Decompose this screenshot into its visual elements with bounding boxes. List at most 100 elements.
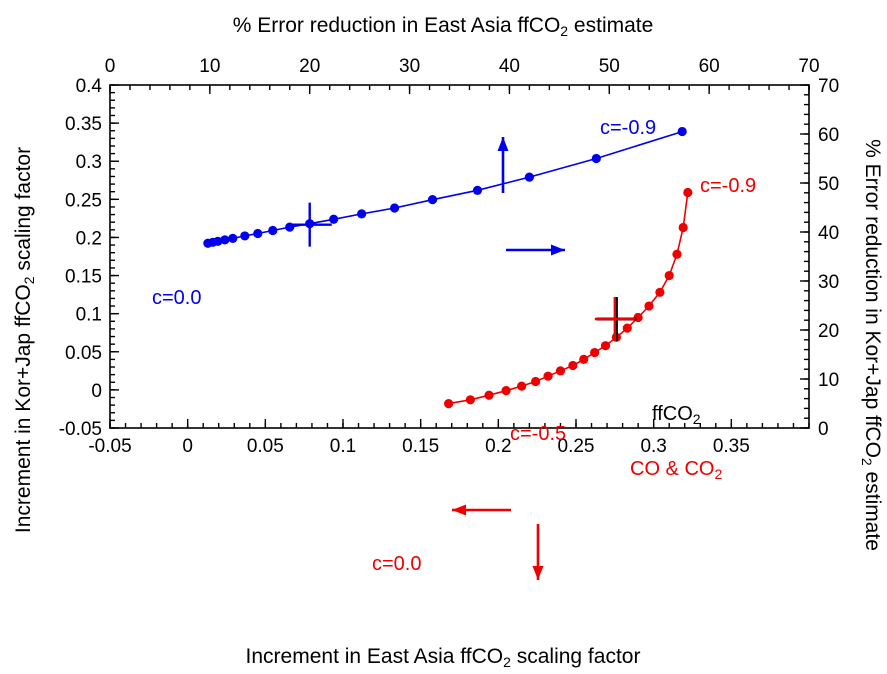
top-x-tick-label: 60	[699, 56, 720, 77]
right-y-tick-label: 20	[818, 321, 839, 342]
annotation-2: c=-0.9	[700, 175, 756, 197]
annotation-text: ffCO	[652, 403, 693, 425]
top-x-tick-label: 40	[499, 56, 520, 77]
blue-right-arrow-head	[551, 244, 565, 256]
bottom-x-axis-label-subscript: 2	[503, 654, 511, 670]
annotation-text: c=-0.9	[700, 175, 756, 197]
series-point-0	[268, 225, 278, 236]
annotation-subscript: 2	[714, 466, 722, 482]
series-point-0	[591, 153, 601, 164]
series-point-1	[622, 323, 632, 333]
series-point-0	[213, 236, 223, 246]
series-point-1	[579, 354, 589, 364]
top-x-tick-label: 50	[599, 56, 620, 77]
series-point-1	[590, 347, 600, 358]
annotation-text: c=0.0	[152, 287, 201, 309]
left-y-tick-label: 0.2	[76, 228, 102, 249]
right-y-axis-label-subscript: 2	[859, 458, 875, 466]
top-x-axis-label: % Error reduction in East Asia ffCO2 est…	[233, 14, 654, 39]
left-y-tick-label: 0.35	[65, 114, 102, 135]
right-y-axis-label: % Error reduction in Kor+Jap ffCO2 estim…	[859, 139, 884, 551]
bottom-x-tick-label: 0.2	[485, 436, 511, 457]
annotation-4: c=0.0	[372, 553, 421, 575]
left-y-axis-label-subscript: 2	[21, 276, 37, 284]
right-y-tick-label: 50	[818, 174, 839, 195]
left-y-axis-label-part: scaling factor	[12, 147, 35, 277]
bottom-x-tick-label: 0.15	[402, 436, 439, 457]
bottom-x-tick-label: -0.05	[88, 436, 131, 457]
bottom-x-axis-label-part: scaling factor	[511, 645, 641, 668]
annotation-0: c=-0.9	[600, 117, 656, 139]
top-x-axis-label-part: % Error reduction in East Asia ffCO	[233, 14, 561, 37]
series-point-1	[517, 381, 527, 391]
bottom-x-tick-label: 0.3	[640, 436, 666, 457]
right-y-tick-label: 60	[818, 125, 839, 146]
top-x-tick-label: 0	[105, 56, 116, 77]
axis-labels: % Error reduction in East Asia ffCO2 est…	[12, 14, 884, 670]
series-point-0	[220, 235, 230, 245]
series-point-0	[389, 203, 400, 213]
series	[203, 126, 693, 580]
series-point-1	[664, 270, 674, 281]
series-point-1	[555, 366, 566, 376]
series-point-0	[329, 214, 339, 224]
left-y-tick-label: -0.05	[59, 419, 102, 440]
plot-frame	[109, 84, 810, 429]
top-x-axis-label-subscript: 2	[560, 23, 568, 39]
left-y-axis-label-part: Increment in Kor+Jap ffCO	[12, 284, 35, 533]
right-y-tick-label: 70	[818, 76, 839, 97]
annotation-1: c=0.0	[152, 287, 201, 309]
series-point-0	[427, 195, 438, 205]
top-x-tick-label: 30	[399, 56, 420, 77]
series-line-0	[207, 130, 683, 245]
series-point-1	[484, 390, 494, 400]
left-y-tick-label: 0.15	[65, 267, 102, 288]
right-y-tick-label: 30	[818, 272, 839, 293]
top-x-tick-label: 20	[299, 56, 320, 77]
series-point-1	[531, 376, 541, 387]
right-y-tick-label: 0	[818, 419, 829, 440]
series-point-0	[677, 126, 687, 137]
series-point-0	[524, 172, 535, 182]
series-point-1	[444, 399, 454, 409]
left-y-tick-label: 0.4	[76, 76, 103, 97]
annotation-6: CO & CO2	[630, 458, 722, 482]
series-point-1	[683, 187, 693, 198]
top-x-axis-label-part: estimate	[568, 14, 653, 37]
ticks: -0.05 0 0.05 0.1 0.15 0.2 0.25 0.3 0.350 10 20 30 40…	[59, 56, 839, 457]
bottom-x-tick-label: 0.05	[247, 436, 284, 457]
series-point-0	[253, 228, 263, 239]
right-y-axis-label-part: % Error reduction in Kor+Jap ffCO	[861, 139, 884, 458]
left-y-axis-label: Increment in Kor+Jap ffCO2 scaling facto…	[12, 147, 37, 533]
annotation-5: ffCO2	[652, 403, 701, 427]
series-point-1	[568, 360, 578, 371]
series-point-0	[228, 233, 238, 243]
bottom-x-tick-label: 0.35	[713, 436, 750, 457]
annotation-3: c=-0.5	[510, 423, 566, 445]
right-y-axis-label-part: estimate	[861, 466, 884, 551]
series-point-1	[644, 301, 654, 311]
series-point-1	[633, 312, 643, 323]
red-down-arrow-head	[532, 566, 544, 580]
left-y-tick-label: 0	[91, 381, 102, 402]
left-y-tick-label: 0.05	[65, 343, 102, 364]
blue-up-arrow-head	[497, 137, 509, 151]
red-left-arrow-head	[452, 504, 466, 516]
right-y-tick-label: 40	[818, 223, 839, 244]
top-x-tick-label: 10	[199, 56, 220, 77]
bottom-x-tick-label: 0.1	[330, 436, 356, 457]
annotation-text: CO & CO	[630, 458, 714, 480]
series-point-1	[600, 341, 611, 351]
series-point-0	[357, 209, 367, 219]
annotation-subscript: 2	[693, 411, 701, 427]
series-point-1	[655, 287, 665, 297]
left-y-tick-label: 0.1	[76, 305, 102, 326]
series-point-0	[472, 185, 483, 195]
series-line-1	[448, 192, 689, 405]
series-point-1	[465, 395, 475, 405]
series-point-1	[543, 371, 553, 381]
bottom-x-tick-label: 0.25	[558, 436, 595, 457]
right-y-tick-label: 10	[818, 370, 839, 391]
